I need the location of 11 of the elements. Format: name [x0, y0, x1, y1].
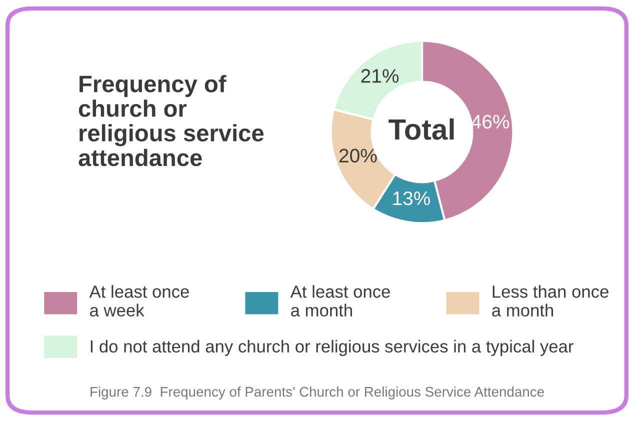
- legend-label: I do not attend any church or religious services in a typical year: [90, 340, 574, 356]
- data-label: 21%: [361, 69, 399, 83]
- data-label: 13%: [393, 191, 430, 206]
- data-label: 46%: [471, 114, 510, 129]
- legend-label: At least once a week: [89, 285, 189, 317]
- data-label: 20%: [340, 148, 377, 163]
- text: Total: [388, 118, 454, 140]
- text: Frequency of church or religious service attendance: [78, 75, 264, 166]
- legend-label: Less than once a month: [492, 285, 608, 317]
- caption: Figure 7.9 Frequency of Parents' Church or Religious Service Attendance: [90, 386, 544, 400]
- legend-label: At least once a month: [290, 285, 390, 317]
